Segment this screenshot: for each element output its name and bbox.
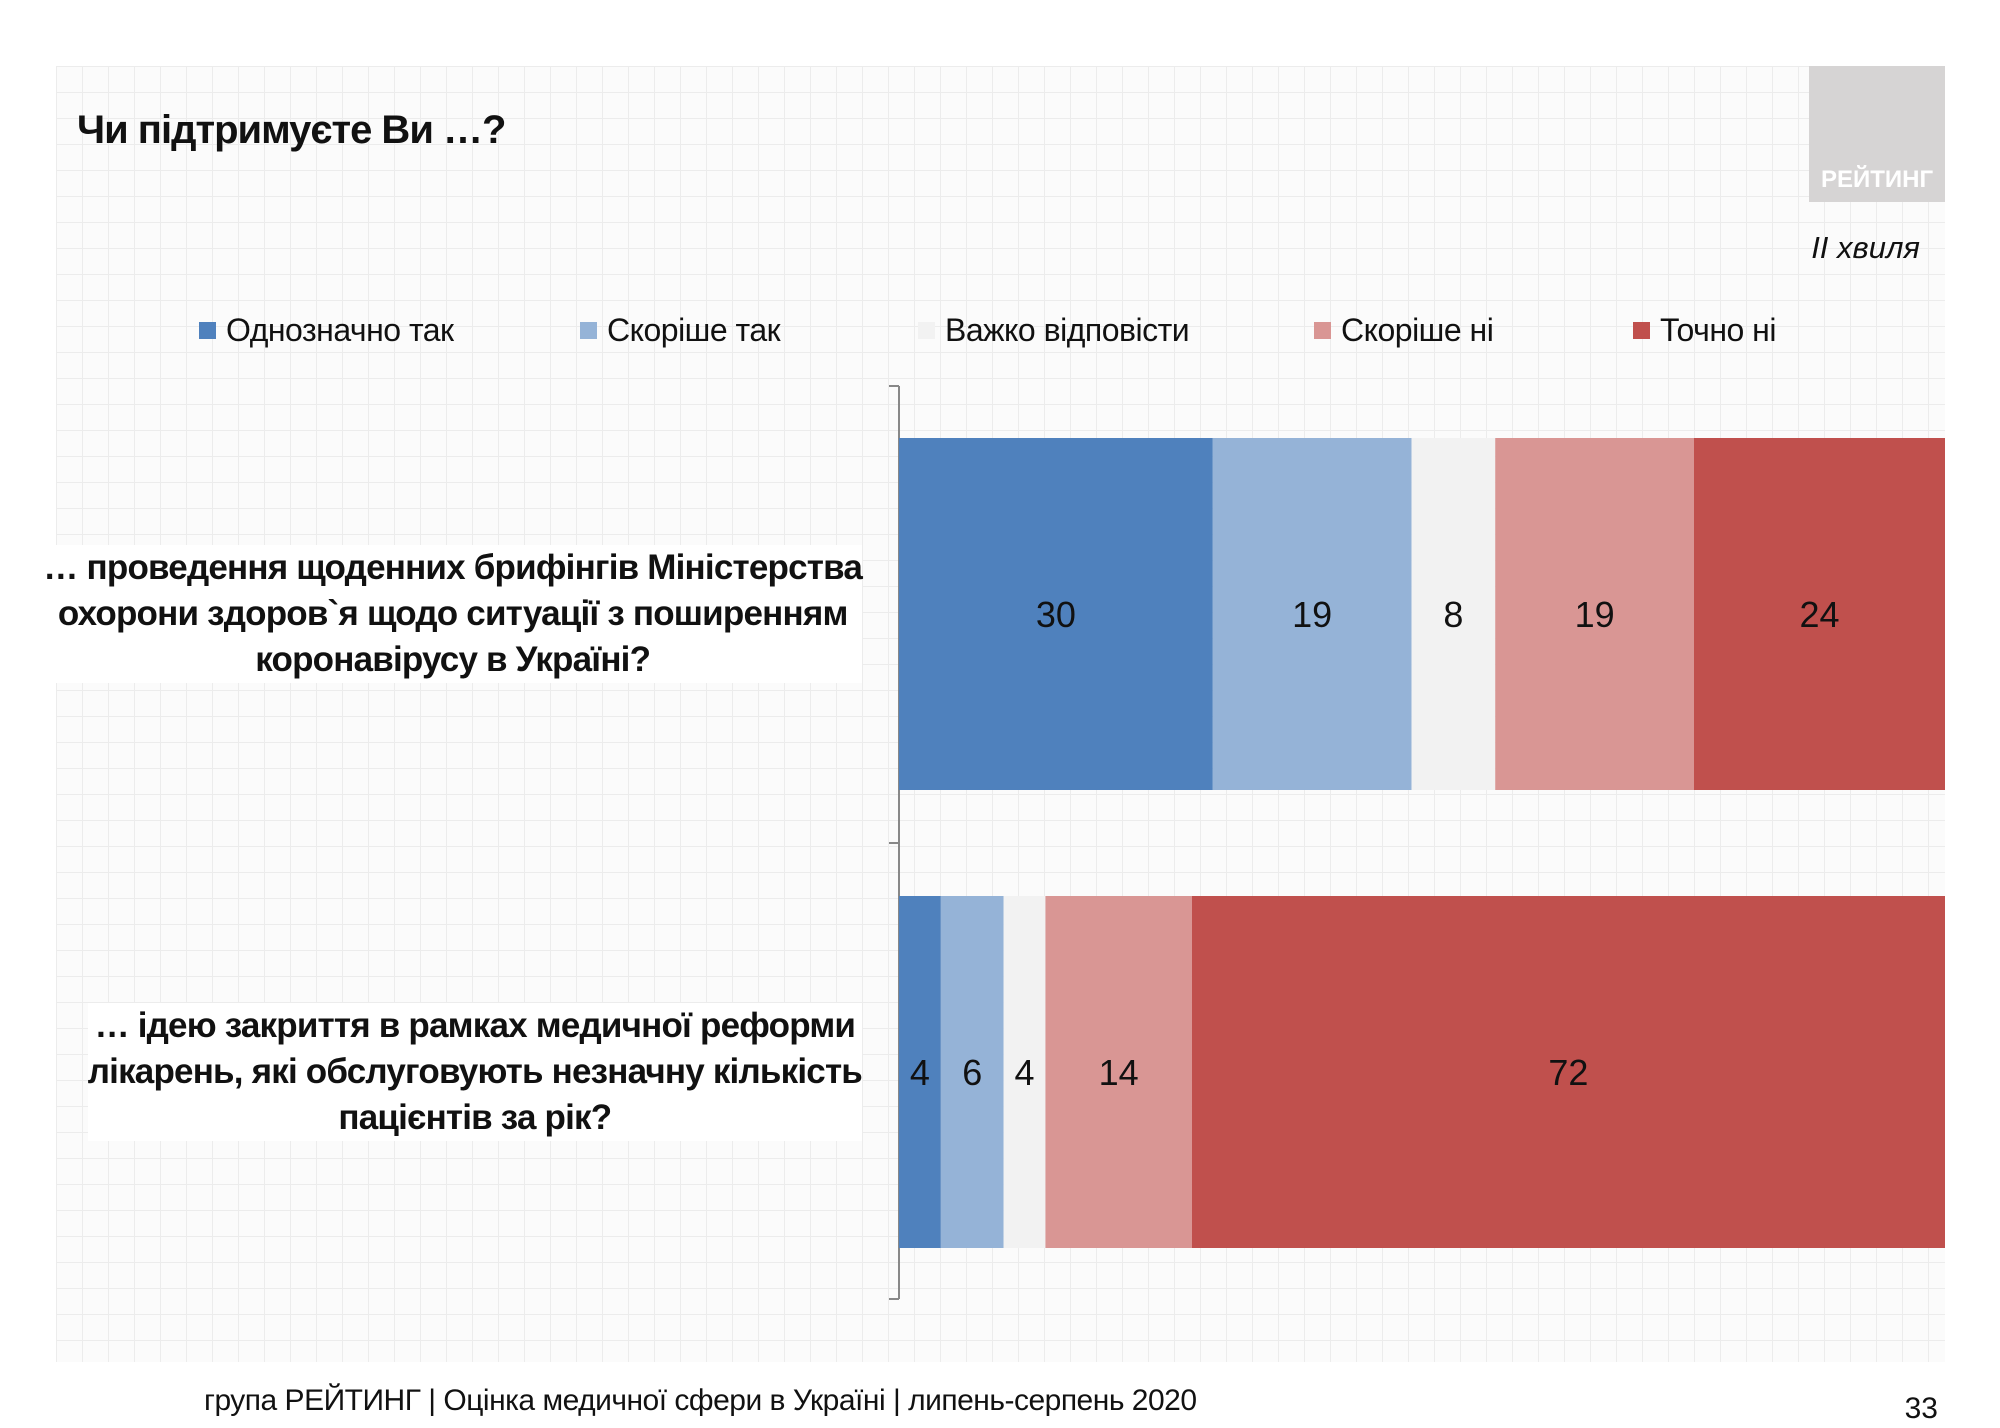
bar-segment <box>899 896 941 1248</box>
category-label-line: … ідею закриття в рамках медичної реформ… <box>94 1006 856 1045</box>
legend-item: Скоріше ні <box>1314 312 1494 349</box>
data-label: 19 <box>1292 594 1332 635</box>
legend-label: Точно ні <box>1660 312 1776 348</box>
bar-segment <box>1191 896 1945 1248</box>
bar-segment <box>1003 896 1046 1248</box>
legend-item: Важко відповісти <box>918 312 1190 349</box>
bar-segment <box>1495 438 1694 790</box>
legend-swatch <box>1633 322 1650 339</box>
legend-label: Однозначно так <box>226 312 454 348</box>
data-label: 4 <box>910 1052 930 1093</box>
data-label: 14 <box>1099 1052 1139 1093</box>
data-label: 19 <box>1575 594 1615 635</box>
bar-segment <box>899 438 1213 790</box>
logo-text: РЕЙТИНГ <box>1820 166 1934 193</box>
category-label-line: охорони здоров`я щодо ситуації з поширен… <box>57 594 848 633</box>
legend-swatch <box>199 322 216 339</box>
data-label: 72 <box>1548 1052 1588 1093</box>
category-label: … ідею закриття в рамках медичної реформ… <box>87 1003 863 1141</box>
legend-label: Важко відповісти <box>945 312 1190 348</box>
bar-segment <box>940 896 1004 1248</box>
data-label: 4 <box>1015 1052 1035 1093</box>
legend-item: Точно ні <box>1633 312 1776 349</box>
bar-segment <box>1212 438 1412 790</box>
wave-label: II хвиля <box>1811 230 1920 265</box>
category-label-line: … проведення щоденних брифінгів Міністер… <box>43 548 862 587</box>
category-label-line: лікарень, які обслуговують незначну кіль… <box>87 1052 863 1091</box>
page-title: Чи підтримуєте Ви …? <box>77 108 506 152</box>
legend-label: Скоріше ні <box>1341 312 1494 348</box>
rating-logo: РЕЙТИНГ <box>1809 66 1945 202</box>
category-label: … проведення щоденних брифінгів Міністер… <box>43 545 863 683</box>
footer: група РЕЙТИНГ | Оцінка медичної сфери в … <box>204 1384 1197 1417</box>
bar-segment <box>1045 896 1192 1248</box>
category-label-line: пацієнтів за рік? <box>338 1098 612 1137</box>
legend-item: Скоріше так <box>580 312 781 349</box>
category-label-line: коронавірусу в Україні? <box>255 640 651 679</box>
legend-item: Однозначно так <box>199 312 454 349</box>
legend-swatch <box>918 322 935 339</box>
legend-swatch <box>1314 322 1331 339</box>
data-label: 8 <box>1443 594 1463 635</box>
data-label: 24 <box>1799 594 1839 635</box>
legend-swatch <box>580 322 597 339</box>
data-label: 30 <box>1036 594 1076 635</box>
bar-segment <box>1693 438 1945 790</box>
page-number: 33 <box>1904 1392 1938 1425</box>
bar-segment <box>1411 438 1496 790</box>
legend-label: Скоріше так <box>607 312 781 348</box>
data-label: 6 <box>962 1052 982 1093</box>
